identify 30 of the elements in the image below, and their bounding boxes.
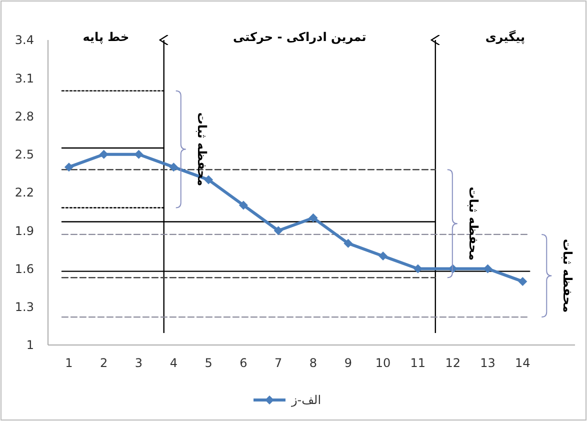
annotation: تمرین ادراکی - حرکتی [232, 30, 366, 44]
x-tick-label: 8 [309, 356, 318, 370]
x-tick-label: 12 [445, 356, 460, 370]
annotation: پیگیری [485, 30, 526, 44]
y-tick-label: 2.8 [14, 109, 34, 124]
y-tick-label: 1.9 [14, 224, 34, 238]
x-tick-label: 11 [410, 356, 426, 370]
y-tick-label: 2.2 [14, 186, 34, 200]
x-tick-label: 5 [204, 356, 212, 370]
annotation: محفظه ثبات [466, 186, 480, 261]
y-tick-label: 3.4 [14, 33, 34, 48]
x-tick-label: 13 [480, 356, 496, 370]
annotation: محفظه ثبات [560, 238, 575, 313]
y-tick-label: 3.1 [14, 71, 34, 86]
x-tick-label: 6 [240, 356, 248, 370]
legend-label: الف-ز [290, 393, 322, 408]
y-tick-label: 1.3 [14, 300, 34, 314]
x-tick-label: 14 [515, 356, 530, 370]
y-tick-label: 2.5 [14, 148, 34, 162]
y-tick-label: 1 [26, 338, 34, 352]
annotation: خط پایه [82, 30, 130, 44]
x-tick-label: 4 [170, 356, 178, 370]
x-tick-label: 1 [65, 356, 73, 370]
x-tick-label: 7 [274, 356, 282, 370]
x-tick-label: 3 [134, 356, 143, 370]
x-tick-label: 10 [375, 356, 391, 370]
y-tick-label: 1.6 [14, 262, 34, 276]
x-tick-label: 2 [100, 356, 108, 370]
x-tick-label: 9 [344, 356, 352, 370]
annotation: محفظه ثبات [194, 112, 209, 186]
